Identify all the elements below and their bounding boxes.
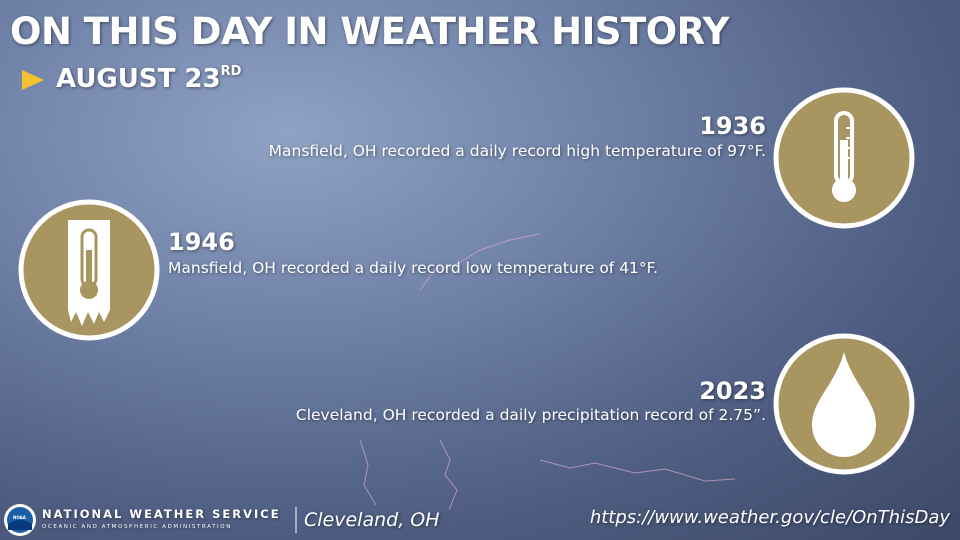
agency: NATIONAL WEATHER SERVICE — [42, 507, 281, 521]
logo-text: NOAA — [13, 515, 26, 520]
thermometer-hot-icon — [773, 87, 915, 229]
agency-sub: OCEANIC AND ATMOSPHERIC ADMINISTRATION — [42, 524, 232, 530]
office: Cleveland, OH — [304, 509, 440, 531]
noaa-logo — [4, 504, 36, 536]
lightning — [359, 233, 736, 511]
event-text: Mansfield, OH recorded a daily record lo… — [168, 259, 659, 277]
event-text: Mansfield, OH recorded a daily record hi… — [268, 142, 766, 160]
date-text: AUGUST 23 — [56, 64, 221, 94]
event-text: Cleveland, OH recorded a daily precipita… — [295, 406, 766, 424]
event-year: 1936 — [699, 112, 766, 140]
date-suffix: RD — [220, 64, 242, 79]
bullet-arrow — [22, 70, 44, 90]
thermometer-cold-icon — [18, 199, 160, 341]
title: ON THIS DAY IN WEATHER HISTORY — [10, 10, 729, 53]
date: AUGUST 23RD — [56, 64, 241, 94]
raindrop-icon — [773, 333, 915, 475]
event-year: 2023 — [699, 377, 766, 405]
url: https://www.weather.gov/cle/OnThisDay — [589, 507, 950, 528]
event-year: 1946 — [168, 228, 235, 256]
